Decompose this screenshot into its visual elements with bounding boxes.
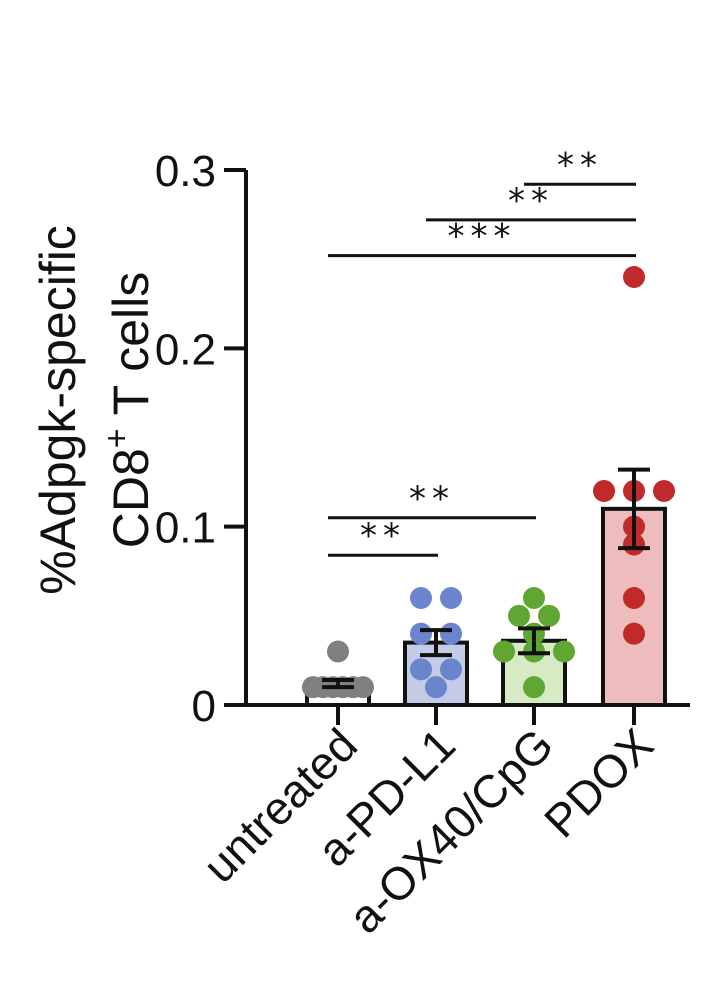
point-a-PD-L1	[410, 658, 432, 681]
point-untreated	[327, 640, 349, 663]
y-tick-label-2: 0.2	[155, 325, 216, 374]
point-a-PD-L1	[440, 658, 462, 681]
point-a-OX40/CpG	[523, 676, 545, 699]
y-tick-label-3: 0.3	[155, 147, 216, 196]
point-a-OX40/CpG	[538, 604, 560, 627]
point-a-PD-L1	[440, 622, 462, 645]
significance-label-2: ***	[448, 217, 517, 257]
point-PDOX	[623, 266, 645, 288]
category-label-3: PDOX	[534, 718, 663, 847]
point-a-OX40/CpG	[553, 640, 575, 663]
point-PDOX	[623, 587, 645, 609]
point-a-OX40/CpG	[508, 604, 530, 627]
point-a-PD-L1	[425, 676, 447, 699]
point-PDOX	[623, 622, 645, 645]
y-axis-label-line2: CD8+ T cells	[98, 272, 159, 548]
point-PDOX	[593, 480, 615, 502]
significance-label-4: **	[557, 145, 603, 185]
y-tick-label-1: 0.1	[155, 504, 216, 553]
point-a-OX40/CpG	[523, 587, 545, 609]
y-tick-label-0: 0	[192, 682, 216, 731]
y-axis-label: %Adpgk-specific CD8+ T cells	[30, 225, 159, 595]
point-a-OX40/CpG	[493, 640, 515, 663]
significance-label-1: **	[409, 479, 455, 519]
point-a-PD-L1	[440, 587, 462, 609]
y-axis-label-line1: %Adpgk-specific	[30, 225, 86, 595]
significance-label-3: **	[508, 181, 554, 221]
point-a-PD-L1	[410, 622, 432, 645]
point-a-PD-L1	[410, 587, 432, 609]
point-PDOX	[653, 480, 675, 502]
significance-label-0: **	[360, 516, 406, 556]
point-untreated	[352, 676, 374, 699]
